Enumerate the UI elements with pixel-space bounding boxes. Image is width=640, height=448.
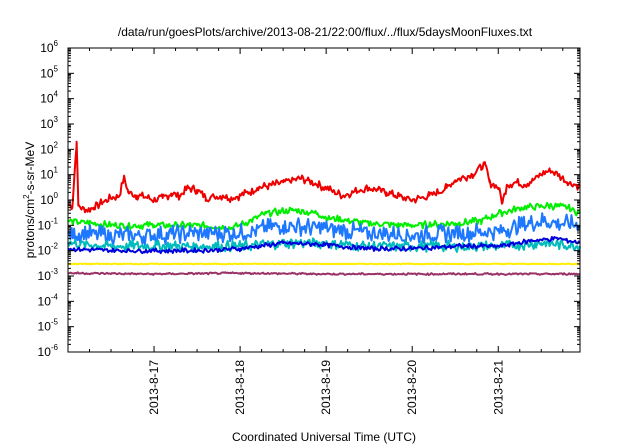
x-tick-label: 2013-8-18 bbox=[233, 360, 247, 415]
x-axis-label: Coordinated Universal Time (UTC) bbox=[232, 430, 416, 444]
series-line-5 bbox=[67, 262, 581, 266]
y-axis-label-sup: 2 bbox=[22, 194, 31, 199]
y-tick-label: 10-5 bbox=[38, 318, 59, 334]
series-line-0 bbox=[67, 140, 581, 214]
x-tick-label: 2013-8-20 bbox=[405, 360, 419, 415]
y-tick-label: 106 bbox=[40, 39, 58, 55]
y-axis-label-rest: -s-sr-MeV bbox=[23, 142, 37, 195]
y-tick-label: 103 bbox=[40, 115, 58, 131]
y-axis-ticks: 10-6 10-5 10-4 10-3 10-2 10-1 100 101 102 103 104 1… bbox=[38, 39, 580, 359]
y-tick-label: 10-6 bbox=[38, 343, 59, 359]
plot-frame bbox=[67, 47, 581, 353]
series-line-1 bbox=[67, 201, 581, 232]
y-tick-label: 10-3 bbox=[38, 267, 59, 283]
y-tick-label: 104 bbox=[40, 90, 58, 106]
series-line-4 bbox=[67, 235, 581, 255]
x-tick-label: 2013-8-17 bbox=[147, 360, 161, 415]
y-axis-label-base: protons/cm bbox=[23, 199, 37, 258]
y-tick-label: 10-1 bbox=[38, 216, 59, 232]
y-tick-label: 100 bbox=[40, 191, 58, 207]
y-tick-label: 10-2 bbox=[38, 242, 59, 258]
series-line-6 bbox=[67, 271, 581, 276]
x-tick-label: 2013-8-19 bbox=[319, 360, 333, 415]
y-axis-label: protons/cm2-s-sr-MeV bbox=[22, 142, 37, 258]
y-tick-label: 101 bbox=[40, 166, 58, 182]
x-tick-label: 2013-8-21 bbox=[491, 360, 505, 415]
y-tick-label: 105 bbox=[40, 64, 58, 80]
y-tick-label: 102 bbox=[40, 140, 58, 156]
plot-series bbox=[67, 140, 581, 276]
series-line-2 bbox=[67, 212, 581, 246]
chart-title: /data/run/goesPlots/archive/2013-08-21/2… bbox=[118, 25, 533, 39]
y-tick-label: 10-4 bbox=[38, 292, 59, 308]
